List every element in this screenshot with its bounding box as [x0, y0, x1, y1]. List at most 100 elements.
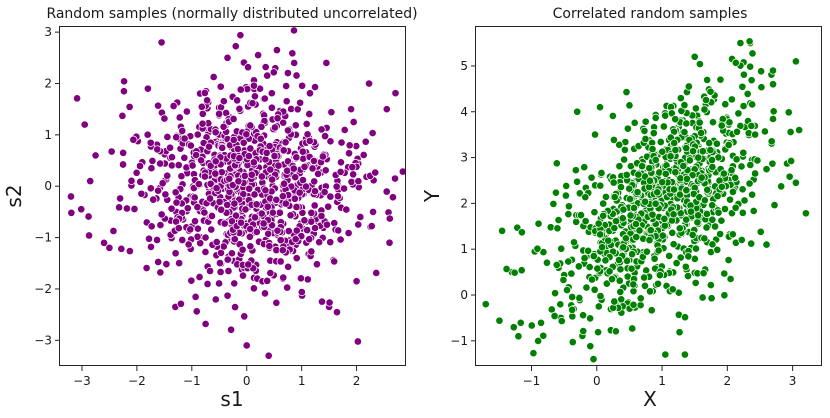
scatter-point: [146, 242, 156, 251]
scatter-point: [717, 216, 726, 225]
scatter-point: [736, 38, 745, 48]
scatter-point: [674, 288, 683, 297]
scatter-point: [549, 199, 558, 208]
scatter-point: [684, 82, 693, 91]
scatter-point: [561, 191, 570, 200]
scatter-point: [195, 272, 204, 282]
scatter-point: [167, 153, 177, 162]
scatter-point: [310, 201, 319, 210]
scatter-point: [791, 57, 800, 66]
scatter-point: [223, 53, 232, 62]
scatter-point: [599, 199, 608, 208]
scatter-point: [146, 138, 155, 147]
scatter-point: [517, 266, 526, 275]
scatter-point: [149, 195, 158, 204]
scatter-point: [777, 182, 786, 191]
scatter-point: [568, 292, 577, 302]
y-tick-label: 0: [460, 288, 468, 302]
scatter-point: [303, 130, 312, 139]
scatter-point: [190, 193, 199, 202]
scatter-point: [80, 120, 89, 129]
scatter-point: [645, 176, 655, 185]
scatter-point: [217, 205, 226, 214]
y-tick-label: 3: [44, 25, 52, 39]
scatter-point: [246, 144, 255, 153]
scatter-point: [225, 174, 234, 183]
scatter-point: [257, 122, 266, 131]
scatter-point: [609, 178, 618, 187]
chart-title: Correlated random samples: [553, 6, 748, 22]
scatter-point: [372, 268, 381, 278]
y-tick-label: −2: [34, 282, 52, 296]
scatter-point: [152, 235, 162, 245]
scatter-point: [333, 192, 343, 201]
scatter-point: [307, 217, 316, 226]
scatter-point: [276, 236, 285, 245]
scatter-point: [321, 132, 330, 141]
scatter-point: [498, 226, 507, 235]
scatter-point: [670, 138, 679, 148]
scatter-point: [240, 312, 249, 321]
scatter-point: [165, 143, 175, 152]
scatter-point: [264, 351, 273, 360]
scatter-point: [203, 279, 212, 289]
scatter-point: [352, 277, 361, 286]
scatter-point: [174, 224, 183, 233]
scatter-point: [385, 238, 394, 247]
scatter-point: [250, 92, 259, 101]
scatter-point: [658, 178, 667, 187]
scatter-point: [719, 169, 728, 178]
scatter-point: [212, 237, 221, 247]
scatter-point: [245, 184, 254, 193]
scatter-point: [594, 302, 603, 311]
scatter-point: [286, 211, 295, 220]
scatter-point: [73, 94, 82, 103]
scatter-point: [196, 156, 206, 165]
scatter-point: [175, 259, 184, 268]
scatter-point: [192, 307, 201, 316]
scatter-point: [198, 119, 207, 128]
scatter-point: [658, 231, 667, 240]
scatter-point: [625, 195, 635, 204]
scatter-point: [610, 223, 619, 233]
scatter-point: [154, 186, 163, 195]
scatter-point: [705, 138, 714, 148]
scatter-point: [268, 175, 277, 184]
scatter-point: [190, 217, 200, 226]
scatter-point: [382, 105, 391, 114]
scatter-point: [153, 101, 163, 110]
scatter-point: [326, 238, 335, 247]
scatter-point: [747, 239, 756, 248]
scatter-point: [230, 303, 240, 312]
scatter-point: [211, 128, 220, 137]
scatter-point: [122, 204, 132, 213]
scatter-point: [353, 337, 362, 346]
scatter-point: [219, 97, 228, 106]
scatter-point: [648, 144, 657, 154]
scatter-point: [770, 201, 779, 210]
scatter-point: [309, 156, 318, 165]
scatter-point: [787, 156, 796, 166]
scatter-point: [699, 269, 708, 278]
scatter-point: [658, 147, 667, 156]
scatter-point: [791, 178, 800, 187]
scatter-point: [270, 151, 279, 161]
scatter-point: [227, 325, 236, 334]
scatter-point: [615, 162, 624, 171]
scatter-point: [67, 208, 76, 217]
scatter-point: [737, 162, 746, 171]
scatter-point: [246, 224, 255, 234]
scatter-point: [178, 235, 187, 245]
scatter-point: [801, 209, 810, 218]
scatter-point: [249, 81, 259, 90]
scatter-point: [746, 160, 755, 170]
scatter-point: [706, 87, 715, 96]
scatter-point: [248, 99, 257, 108]
scatter-point: [697, 173, 706, 182]
scatter-point: [246, 242, 255, 251]
scatter-point: [684, 252, 693, 261]
scatter-point: [157, 38, 166, 47]
scatter-point: [726, 274, 735, 284]
x-tick-label: 1: [298, 374, 306, 388]
scatter-point: [725, 118, 734, 127]
